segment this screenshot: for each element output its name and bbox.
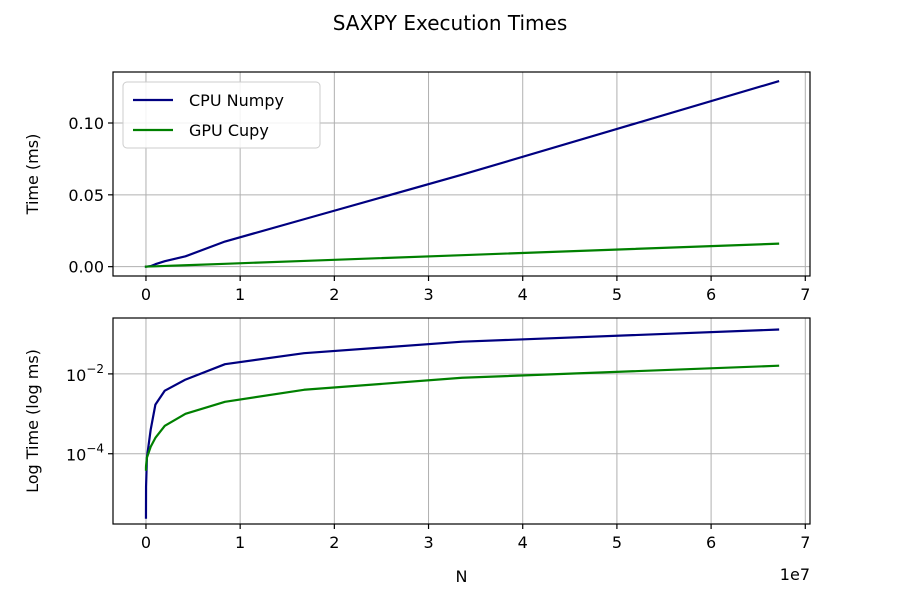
legend-box [122,81,321,149]
x-tick-label: 6 [706,285,716,304]
x-tick-label: 0 [141,285,151,304]
y-tick-base: 10 [66,446,86,465]
y-tick-base: 10 [66,366,86,385]
x-tick-label: 1 [235,285,245,304]
x-axis-label: N [456,567,468,586]
y-tick-label: 0.00 [68,258,104,277]
x-tick-label: 0 [141,533,151,552]
x-tick-label: 5 [612,285,622,304]
x-tick-label: 7 [800,285,810,304]
legend: CPU Numpy GPU Cupy [122,81,321,149]
y-axis-label: Log Time (log ms) [23,349,42,493]
legend-label-cpu-numpy: CPU Numpy [189,91,284,110]
x-tick-label: 7 [800,533,810,552]
x-tick-label: 4 [518,533,528,552]
x-tick-label: 2 [329,533,339,552]
series-line-cpu-numpy [144,328,780,519]
series-line-gpu-cupy [144,364,780,471]
x-axis-offset-label: 1e7 [780,565,810,584]
y-tick-exponent: −4 [86,442,104,456]
y-tick-label: 0.10 [68,114,104,133]
x-tick-label: 2 [329,285,339,304]
x-tick-label: 6 [706,533,716,552]
y-tick-label: 10−4 [66,442,104,465]
plot-frame [112,317,811,525]
x-tick-label: 3 [423,285,433,304]
plot-frame [112,71,811,277]
y-tick-label: 0.05 [68,186,104,205]
x-tick-label: 4 [518,285,528,304]
y-tick-label: 10−2 [66,362,104,385]
x-tick-label: 5 [612,533,622,552]
x-tick-label: 1 [235,533,245,552]
legend-label-gpu-cupy: GPU Cupy [189,121,269,140]
figure-title: SAXPY Execution Times [333,11,568,35]
y-tick-exponent: −2 [86,362,104,376]
plot-linear: 0 1 2 3 4 5 6 7 0.00 0.05 0.10 Time (ms) CPU Numpy GP… [23,71,811,304]
y-axis-label: Time (ms) [23,134,42,216]
series-line-gpu-cupy [144,242,780,268]
x-tick-label: 3 [423,533,433,552]
